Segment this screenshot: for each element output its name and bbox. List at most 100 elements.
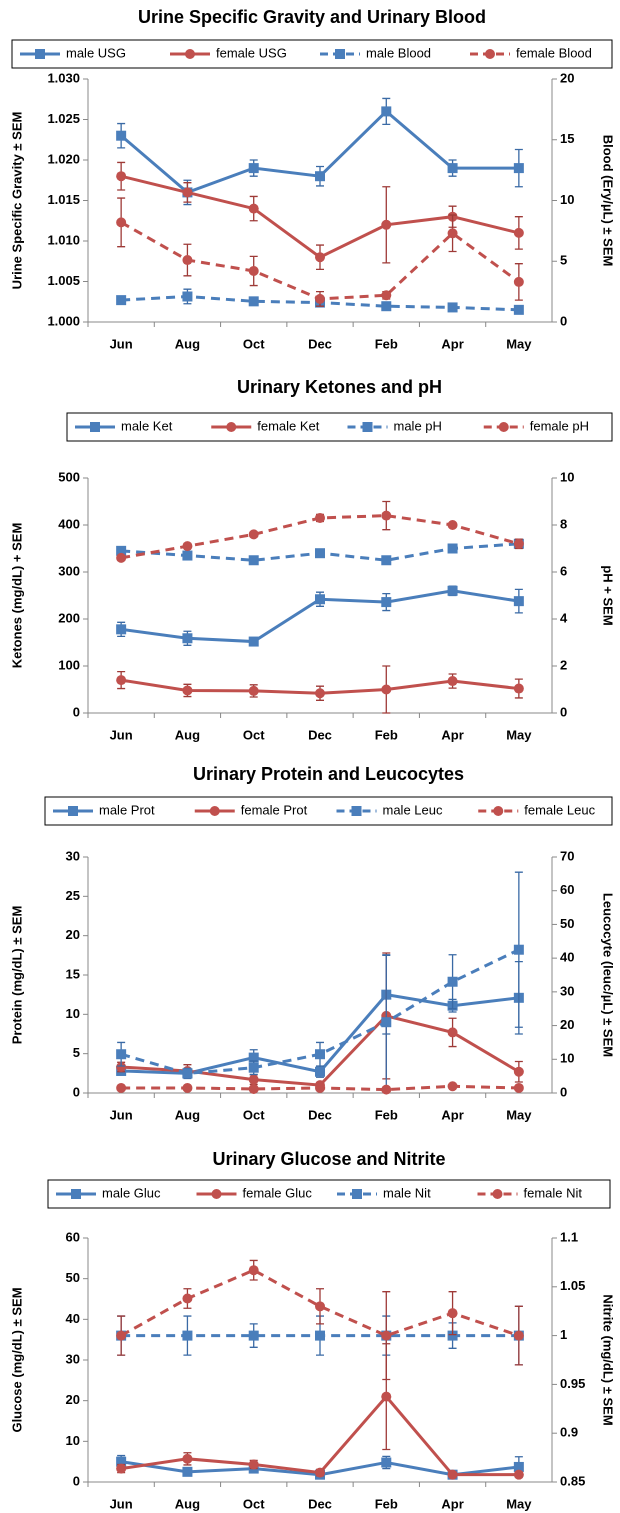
chart-title: Urinary Protein and Leucocytes xyxy=(193,764,464,784)
x-tick-label: Aug xyxy=(175,336,200,351)
y2-axis-title: Nitrite (mg/dL) ± SEM xyxy=(601,1294,616,1425)
x-tick-label: Dec xyxy=(308,727,332,742)
point xyxy=(182,1453,193,1464)
legend-box xyxy=(66,412,613,442)
y2-axis-title: Leucocyte (leuc/µL) ± SEM xyxy=(601,893,616,1057)
legend-label: male Gluc xyxy=(102,1185,161,1200)
y2-tick-label: 20 xyxy=(560,1017,574,1032)
point xyxy=(248,1330,259,1341)
point xyxy=(381,1084,392,1095)
point xyxy=(248,265,259,276)
x-tick-label: Apr xyxy=(441,1496,463,1511)
point xyxy=(182,685,193,696)
y-tick-label: 5 xyxy=(73,1045,80,1060)
point xyxy=(381,290,392,301)
point xyxy=(248,636,259,647)
x-tick-label: May xyxy=(506,1496,532,1511)
x-tick-label: Feb xyxy=(375,336,398,351)
point xyxy=(248,1265,259,1276)
y2-tick-label: 6 xyxy=(560,563,567,578)
point xyxy=(381,1391,392,1402)
point xyxy=(513,683,524,694)
y-tick-label: 25 xyxy=(66,888,80,903)
point xyxy=(513,304,524,315)
y2-tick-label: 10 xyxy=(560,192,574,207)
chart-title: Urinary Ketones and pH xyxy=(237,377,442,397)
legend-label: female Gluc xyxy=(243,1185,313,1200)
legend-marker xyxy=(335,49,345,59)
point xyxy=(447,1027,458,1038)
legend-marker xyxy=(498,422,509,432)
point xyxy=(116,171,127,182)
y-tick-label: 50 xyxy=(66,1270,80,1285)
point xyxy=(381,219,392,230)
point xyxy=(182,1068,193,1079)
point xyxy=(447,676,458,687)
point xyxy=(248,1074,259,1085)
point xyxy=(447,585,458,596)
x-tick-label: Apr xyxy=(441,727,463,742)
x-tick-label: Aug xyxy=(175,1496,200,1511)
point xyxy=(248,1052,259,1063)
series-line xyxy=(120,1394,519,1477)
point xyxy=(116,1049,127,1060)
y-tick-label: 60 xyxy=(66,1229,80,1244)
point xyxy=(315,1082,325,1093)
x-tick-label: Oct xyxy=(243,1107,265,1122)
point xyxy=(116,675,127,686)
y-tick-label: 30 xyxy=(66,848,80,863)
point xyxy=(182,187,193,198)
point xyxy=(116,1062,127,1073)
point xyxy=(116,624,127,635)
point xyxy=(315,1049,325,1060)
legend-marker xyxy=(209,806,220,816)
legend-label: female Nit xyxy=(524,1185,583,1200)
y-tick-label: 100 xyxy=(58,657,80,672)
chart-title: Urinary Glucose and Nitrite xyxy=(212,1149,445,1169)
point xyxy=(116,1330,127,1341)
point xyxy=(315,1467,325,1478)
x-tick-label: Jun xyxy=(110,336,133,351)
x-tick-label: Oct xyxy=(243,727,265,742)
x-tick-label: Feb xyxy=(375,727,398,742)
y2-tick-label: 0.85 xyxy=(560,1473,585,1488)
y2-tick-label: 0 xyxy=(560,1084,567,1099)
y2-tick-label: 30 xyxy=(560,983,574,998)
point xyxy=(381,1330,392,1341)
x-tick-label: Dec xyxy=(308,1107,332,1122)
y-tick-label: 1.030 xyxy=(47,70,80,85)
y2-tick-label: 4 xyxy=(560,610,568,625)
point xyxy=(315,1301,325,1312)
y-axis-title: Urine Specific Gravity ± SEM xyxy=(9,112,24,290)
y-tick-label: 500 xyxy=(58,469,80,484)
legend-marker xyxy=(68,806,78,816)
point xyxy=(315,252,325,263)
x-tick-label: Feb xyxy=(375,1107,398,1122)
point xyxy=(513,1082,524,1093)
legend-label: male Leuc xyxy=(383,802,443,817)
x-tick-label: Oct xyxy=(243,1496,265,1511)
legend-box xyxy=(44,796,613,826)
point xyxy=(513,1469,524,1480)
point xyxy=(381,1457,392,1468)
legend-marker xyxy=(185,49,195,59)
legend-label: female USG xyxy=(216,45,287,60)
legend-label: male pH xyxy=(394,418,442,433)
y-tick-label: 1.010 xyxy=(47,232,80,247)
y2-tick-label: 1.05 xyxy=(560,1278,585,1293)
legend-label: male USG xyxy=(66,45,126,60)
point xyxy=(447,520,458,530)
legend-marker xyxy=(90,422,100,432)
y-tick-label: 300 xyxy=(58,563,80,578)
point xyxy=(248,1083,259,1094)
y2-tick-label: 0 xyxy=(560,704,567,719)
legend-label: female Leuc xyxy=(524,802,595,817)
y2-tick-label: 40 xyxy=(560,950,574,965)
point xyxy=(315,548,325,559)
point xyxy=(315,293,325,304)
chart-title: Urine Specific Gravity and Urinary Blood xyxy=(138,7,486,27)
point xyxy=(381,597,392,608)
legend-marker xyxy=(493,806,504,816)
point xyxy=(447,543,458,554)
